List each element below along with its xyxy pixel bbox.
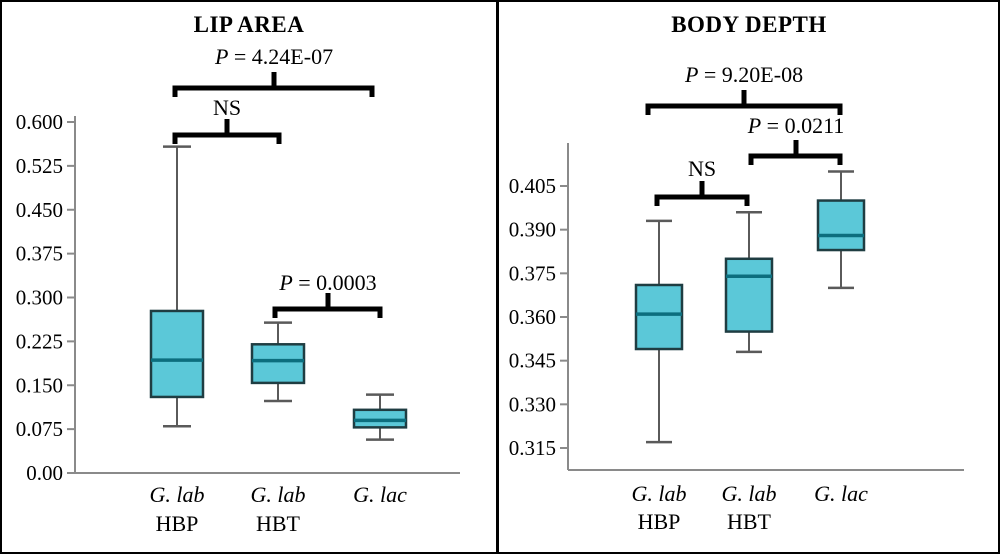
box xyxy=(352,408,408,429)
significance-label: NS xyxy=(213,95,241,120)
body-depth-chart: 0.405 0.390 0.375 0.360 0.345 0.330 0.315 G. la… xyxy=(509,62,964,534)
category-label: G. lac xyxy=(814,481,868,506)
y-tick-label: 0.345 xyxy=(509,349,556,373)
category-label: G. lac xyxy=(353,482,407,507)
y-tick-label: 0.525 xyxy=(16,154,63,178)
box xyxy=(724,257,774,333)
box xyxy=(149,309,205,399)
body-depth-title: BODY DEPTH xyxy=(671,12,827,37)
y-tick-label: 0.225 xyxy=(16,329,63,353)
y-tick-label: 0.360 xyxy=(509,305,556,329)
y-tick-label: 0.450 xyxy=(16,198,63,222)
significance-label: NS xyxy=(688,156,716,181)
y-tick-label: 0.300 xyxy=(16,286,63,310)
box xyxy=(816,199,866,252)
category-label: G. lab xyxy=(722,481,777,506)
category-sublabel: HBT xyxy=(727,509,772,534)
significance-bracket xyxy=(172,85,375,97)
significance-bracket xyxy=(654,194,750,206)
significance-bracket xyxy=(172,132,282,144)
category-sublabel: HBT xyxy=(256,511,301,536)
lip-area-title: LIP AREA xyxy=(193,12,305,37)
significance-label: P = 0.0003 xyxy=(278,270,376,295)
box xyxy=(250,343,306,385)
y-tick-label: 0.00 xyxy=(26,461,63,485)
y-tick-label: 0.330 xyxy=(509,392,556,416)
category-label: G. lab xyxy=(251,482,306,507)
category-label: G. lab xyxy=(632,481,687,506)
y-tick-label: 0.600 xyxy=(16,110,63,134)
lip-area-chart: 0.600 0.525 0.450 0.375 0.300 0.225 0.150 0.075… xyxy=(16,44,460,536)
y-tick-label: 0.405 xyxy=(509,174,556,198)
significance-bracket xyxy=(272,306,383,318)
category-sublabel: HBP xyxy=(638,509,681,534)
category-sublabel: HBP xyxy=(156,511,199,536)
significance-label: P = 0.0211 xyxy=(747,113,845,138)
panel-divider xyxy=(496,2,499,552)
significance-label: P = 4.24E-07 xyxy=(214,44,333,69)
y-tick-label: 0.375 xyxy=(509,261,556,285)
significance-bracket xyxy=(748,153,843,165)
significance-label: P = 9.20E-08 xyxy=(684,62,803,87)
y-tick-label: 0.150 xyxy=(16,373,63,397)
category-label: G. lab xyxy=(150,482,205,507)
y-tick-label: 0.075 xyxy=(16,417,63,441)
y-tick-label: 0.390 xyxy=(509,218,556,242)
significance-bracket xyxy=(645,103,843,115)
box xyxy=(634,283,684,351)
y-tick-label: 0.375 xyxy=(16,242,63,266)
y-tick-label: 0.315 xyxy=(509,436,556,460)
